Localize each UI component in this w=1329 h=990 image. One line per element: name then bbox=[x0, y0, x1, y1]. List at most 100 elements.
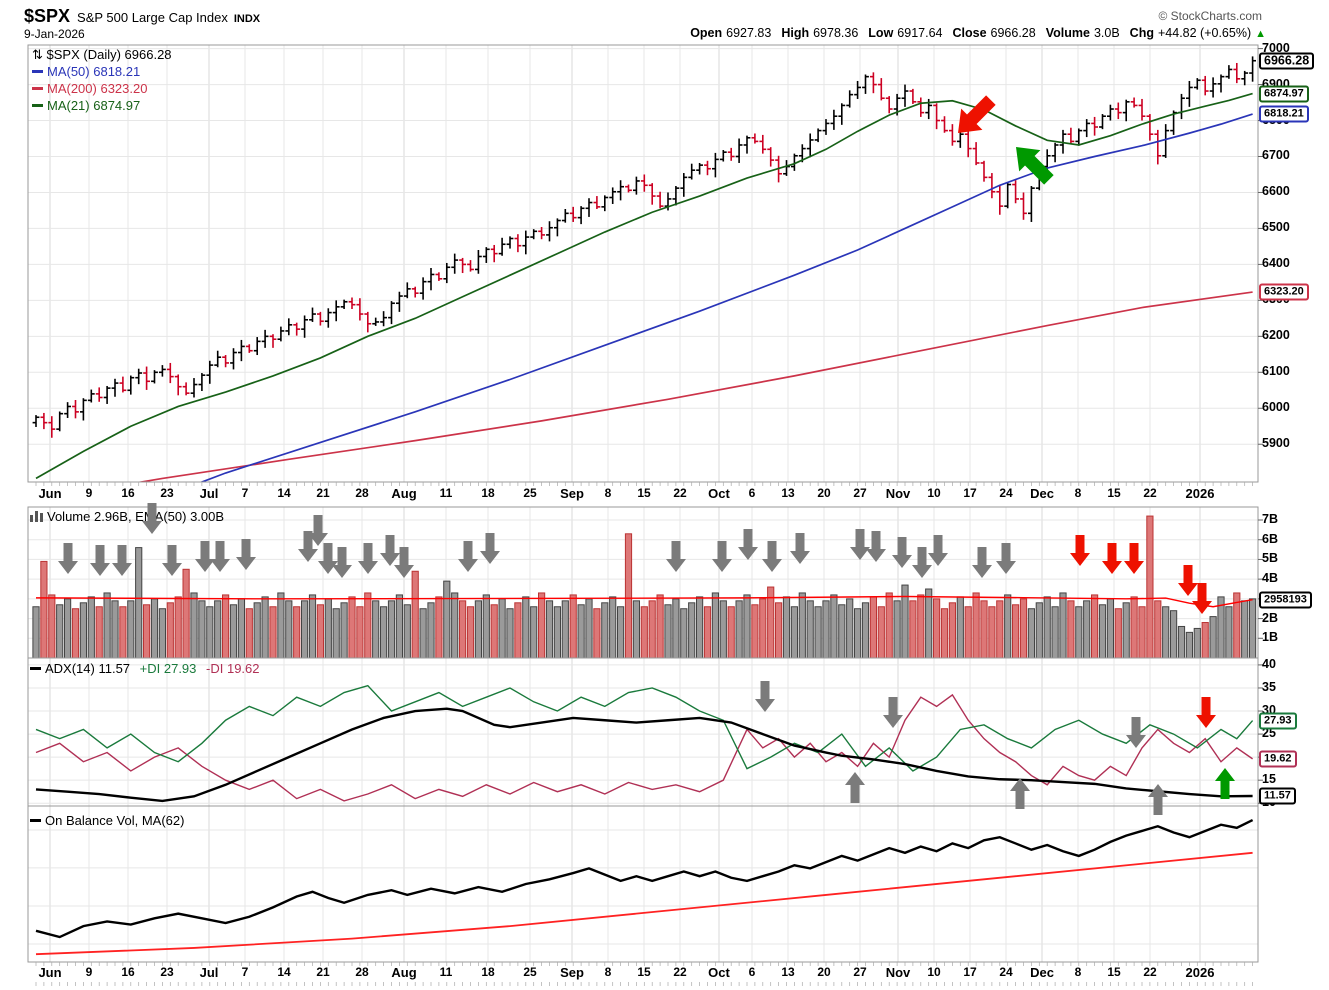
red-down-arrow-icon bbox=[1178, 565, 1198, 596]
adx-legend: ADX(14) 11.57 +DI 27.93 -DI 19.62 bbox=[30, 660, 260, 677]
x-tick-label: 16 bbox=[121, 486, 135, 500]
x-tick-label: 10 bbox=[927, 486, 941, 500]
x-tick-label: 24 bbox=[999, 486, 1013, 500]
ma21-line bbox=[35, 92, 1253, 480]
x-tick-label: 27 bbox=[853, 965, 867, 979]
x-tick-label: 22 bbox=[1143, 965, 1157, 979]
x-tick-label: 24 bbox=[999, 965, 1013, 979]
y-tick-label: 7B bbox=[1262, 512, 1278, 526]
price-panel-grid bbox=[28, 45, 1258, 482]
price-legend-main: ⇅ $SPX (Daily) 6966.28 bbox=[32, 46, 172, 63]
gray-down-arrow-icon bbox=[380, 535, 400, 566]
y-tick-label: 6100 bbox=[1262, 364, 1290, 379]
gray-down-arrow-icon bbox=[358, 543, 378, 574]
x-tick-label: 25 bbox=[523, 486, 537, 500]
x-tick-label: Jul bbox=[199, 486, 219, 501]
obv-line-swatch-icon bbox=[30, 819, 41, 823]
axis-callout-19.62: 19.62 bbox=[1259, 750, 1297, 768]
ohlc-value: 3.0B bbox=[1093, 26, 1120, 40]
ohlc-summary-row: Open 6927.83 High 6978.36 Low 6917.64 Close 696… bbox=[680, 26, 1266, 40]
x-tick-label: 14 bbox=[277, 486, 291, 500]
plus-di-line bbox=[35, 684, 1254, 772]
x-tick-label: 15 bbox=[637, 486, 651, 500]
gray-down-arrow-icon bbox=[458, 541, 478, 572]
x-tick-label: Nov bbox=[885, 486, 911, 501]
gray-down-arrow-icon bbox=[90, 545, 110, 576]
y-tick-label: 5900 bbox=[1262, 436, 1290, 451]
x-tick-label: 8 bbox=[1074, 486, 1082, 500]
x-tick-label: 6 bbox=[748, 965, 756, 979]
ohlc-value: +44.82 (+0.65%) bbox=[1157, 26, 1252, 40]
x-tick-label: Sep bbox=[560, 486, 584, 501]
x-tick-label: 22 bbox=[673, 486, 687, 500]
x-tick-label: 25 bbox=[523, 965, 537, 979]
x-tick-label: Jun bbox=[38, 486, 62, 501]
gray-down-arrow-icon bbox=[972, 547, 992, 578]
gray-down-arrow-icon bbox=[996, 543, 1016, 574]
gray-up-arrow-icon bbox=[845, 772, 865, 803]
x-tick-label: 17 bbox=[963, 486, 977, 500]
symbol: $SPX bbox=[24, 6, 71, 26]
ohlc-label: Volume bbox=[1045, 26, 1090, 40]
x-tick-label: 11 bbox=[439, 486, 453, 500]
obv-label: On Balance Vol, MA(62) bbox=[45, 813, 185, 828]
volume-ema-line bbox=[35, 595, 1253, 608]
gray-down-arrow-icon bbox=[755, 681, 775, 712]
axis-callout-2958193: 2958193 bbox=[1259, 591, 1312, 609]
gray-down-arrow-icon bbox=[850, 529, 870, 560]
red-down-arrow-icon bbox=[1124, 543, 1144, 574]
obv-panel-grid bbox=[28, 806, 1258, 962]
x-tick-label: 22 bbox=[673, 965, 687, 979]
ohlc-label: Open bbox=[690, 26, 723, 40]
updown-icon: ⇅ bbox=[32, 47, 43, 62]
gray-down-arrow-icon bbox=[58, 543, 78, 574]
ohlc-label: Chg bbox=[1129, 26, 1154, 40]
x-tick-label: Dec bbox=[1030, 965, 1054, 980]
y-tick-label: 6400 bbox=[1262, 256, 1290, 271]
axis-callout-11.57: 11.57 bbox=[1259, 787, 1296, 805]
x-tick-label: 9 bbox=[85, 965, 93, 979]
x-tick-label: Oct bbox=[708, 486, 730, 501]
axis-callout-6966.28: 6966.28 bbox=[1259, 52, 1315, 70]
gray-down-arrow-icon bbox=[666, 541, 686, 572]
obv-panel-border bbox=[27, 805, 1259, 963]
gray-down-arrow-icon bbox=[883, 697, 903, 728]
symbol-name: S&P 500 Large Cap Index bbox=[77, 10, 228, 25]
adx-line bbox=[35, 707, 1253, 803]
x-tick-label: 2026 bbox=[1185, 486, 1215, 501]
volume-legend: Volume 2.96B, EMA(50) 3.00B bbox=[30, 508, 224, 526]
chart-header-title: $SPX S&P 500 Large Cap Index INDX bbox=[24, 6, 260, 27]
gray-up-arrow-icon bbox=[1010, 778, 1030, 809]
gray-down-arrow-icon bbox=[738, 529, 758, 560]
adx-line-swatch-icon bbox=[30, 667, 41, 671]
red-down-arrow-icon bbox=[958, 95, 996, 133]
x-tick-label: 21 bbox=[316, 965, 330, 979]
x-tick-label: Jul bbox=[199, 965, 219, 980]
x-tick-label: 22 bbox=[1143, 486, 1157, 500]
price-candles bbox=[32, 56, 1256, 438]
gray-down-arrow-icon bbox=[480, 533, 500, 564]
y-tick-label: 35 bbox=[1262, 679, 1276, 694]
x-tick-label: 18 bbox=[481, 486, 495, 500]
x-tick-label: 2026 bbox=[1185, 965, 1215, 980]
gray-down-arrow-icon bbox=[308, 515, 328, 546]
ohlc-label: Low bbox=[868, 26, 894, 40]
x-tick-label: Aug bbox=[391, 965, 417, 980]
axis-callout-27.93: 27.93 bbox=[1259, 712, 1297, 730]
ma21-label: MA(21) 6874.97 bbox=[47, 98, 141, 113]
axis-callout-6323.20: 6323.20 bbox=[1259, 283, 1309, 301]
gray-down-arrow-icon bbox=[112, 545, 132, 576]
x-tick-label: 8 bbox=[604, 486, 612, 500]
gray-down-arrow-icon bbox=[318, 543, 338, 574]
x-tick-label: 15 bbox=[1107, 486, 1121, 500]
y-tick-label: 6200 bbox=[1262, 328, 1290, 343]
price-panel-border bbox=[27, 44, 1259, 483]
x-tick-label: 13 bbox=[781, 486, 795, 500]
y-tick-label: 25 bbox=[1262, 726, 1276, 741]
volume-legend-label: Volume 2.96B, EMA(50) 3.00B bbox=[47, 509, 225, 524]
gray-down-arrow-icon bbox=[790, 533, 810, 564]
x-tick-label: 8 bbox=[604, 965, 612, 979]
